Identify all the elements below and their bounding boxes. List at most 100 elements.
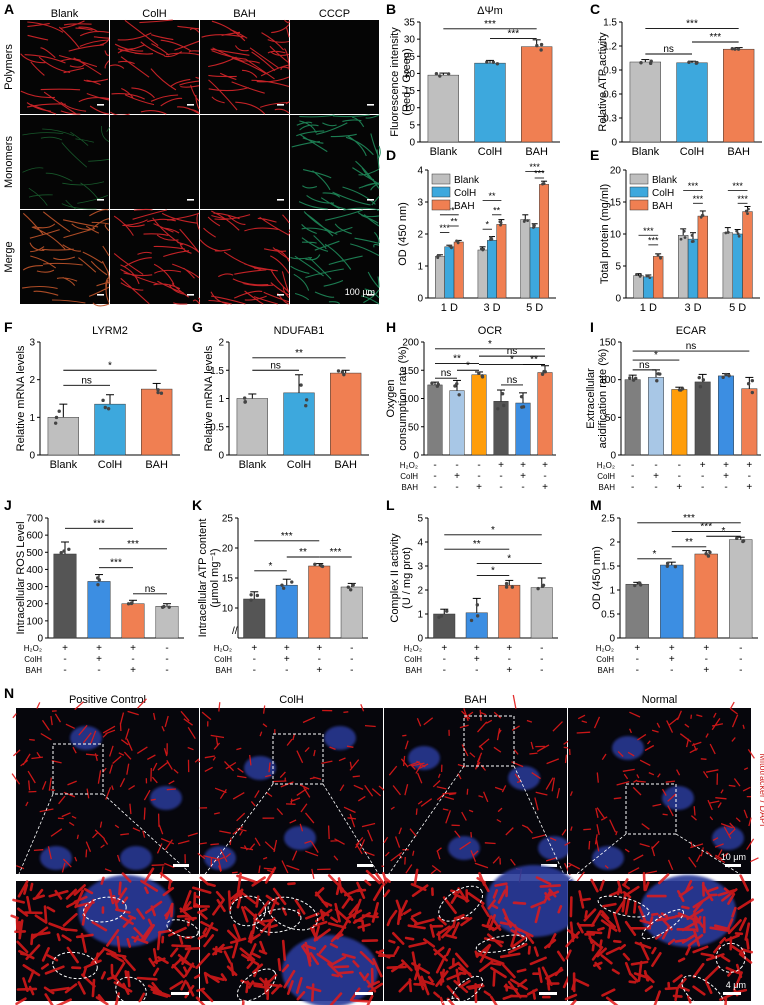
treatment-sign: + — [506, 643, 512, 654]
bar — [671, 389, 688, 456]
mitochondria-zoom — [375, 868, 573, 1005]
sig-label: * — [507, 554, 511, 565]
scale-bar — [171, 992, 189, 995]
bar — [694, 553, 718, 639]
chart-c: C 0 0.3 0.6 0.9 1.2 1.5 Relative ATP activity Bl… — [590, 1, 762, 158]
y-tick-label: 15 — [610, 198, 622, 209]
mitochondria — [11, 698, 205, 879]
data-point — [532, 223, 536, 227]
sig-label: ** — [299, 547, 307, 558]
y-tick-label: 500 — [26, 548, 43, 559]
y-tick-label: 25 — [222, 514, 234, 525]
data-point — [502, 403, 506, 408]
treatment-sign: - — [739, 654, 742, 665]
treatment-sign: - — [670, 665, 673, 676]
bar — [687, 238, 699, 299]
treatment-label: H₂O₂ — [404, 644, 422, 653]
data-point — [59, 551, 63, 555]
data-point — [57, 409, 61, 413]
scale-bar — [357, 864, 373, 867]
data-point — [701, 378, 706, 382]
y-tick-label: 3 — [417, 562, 423, 573]
data-point — [448, 244, 452, 248]
bar — [141, 388, 173, 456]
panel-letter-a: A — [4, 1, 14, 17]
zoom-box — [52, 743, 104, 795]
x-tick-label: ColH — [287, 459, 312, 471]
data-point — [694, 61, 699, 65]
treatment-label: ColH — [24, 655, 42, 664]
bar — [449, 390, 465, 456]
y-axis-label: Complex II activity(U / mg prot) — [389, 533, 413, 623]
data-point — [336, 369, 341, 373]
y-tick-label: 20 — [610, 166, 622, 177]
data-point — [62, 549, 66, 553]
treatment-sign: + — [476, 482, 482, 493]
mito-highlight — [254, 908, 302, 933]
treatment-sign: - — [540, 665, 543, 676]
bar — [718, 375, 734, 456]
scale-bar — [541, 864, 557, 867]
y-tick-label: 0 — [615, 294, 621, 305]
y-tick-label: 15 — [404, 86, 416, 97]
treatment-sign: - — [350, 643, 353, 654]
sig-label: *** — [693, 194, 704, 204]
scale-bar — [367, 199, 374, 201]
mito-highlight — [82, 896, 127, 923]
zoom-line — [15, 793, 54, 882]
treatment-label: ColH — [404, 655, 422, 664]
data-point — [659, 256, 662, 260]
treatment-sign: - — [739, 665, 742, 676]
data-point — [645, 274, 649, 278]
treatment-label: ColH — [597, 472, 615, 481]
mito-highlight — [166, 919, 199, 938]
panel-letter-c: C — [590, 1, 600, 17]
data-point — [531, 226, 535, 229]
bar — [660, 564, 684, 639]
mitochondria — [564, 701, 759, 882]
data-point — [495, 62, 500, 66]
micrograph-tile — [200, 20, 289, 114]
data-point — [539, 42, 544, 47]
y-label-line: (μmol mg⁻¹) — [209, 548, 221, 607]
data-point — [160, 605, 165, 609]
data-point — [697, 375, 701, 380]
col-label-bah: BAH — [464, 694, 487, 706]
panel-letter-d: D — [386, 147, 396, 163]
sig-label: * — [722, 526, 726, 537]
y-tick-label: 1.5 — [601, 562, 615, 573]
data-point — [637, 581, 642, 585]
treatment-sign: - — [455, 482, 458, 493]
sig-label: ** — [295, 348, 303, 359]
data-point — [437, 615, 441, 619]
treatment-sign: - — [318, 654, 321, 665]
x-tick-label: BAH — [145, 459, 168, 471]
bar — [435, 256, 445, 299]
scale-bar — [367, 294, 374, 296]
data-point — [520, 405, 524, 409]
bar — [624, 379, 641, 456]
y-label-line: (Red / Green) — [401, 48, 413, 115]
x-tick-label: Blank — [239, 459, 267, 471]
treatment-sign: - — [285, 665, 288, 676]
treatment-sign: + — [669, 643, 675, 654]
data-point — [746, 212, 749, 216]
y-axis-label: Fluorescence intensity(Red / Green) — [389, 27, 413, 137]
data-point — [519, 394, 524, 399]
data-point — [628, 376, 632, 380]
bar — [539, 184, 549, 299]
zoom-line — [513, 765, 568, 882]
bar — [633, 275, 644, 299]
treatment-sign: + — [130, 665, 136, 676]
bar — [283, 392, 315, 456]
data-point — [490, 237, 494, 241]
mitochondria-zoom — [10, 867, 214, 1005]
y-tick-label: 0 — [413, 451, 419, 462]
treatment-label: BAH — [406, 666, 423, 675]
nucleus — [592, 846, 624, 870]
y-tick-label: 100 — [402, 394, 419, 405]
data-point — [639, 273, 643, 277]
treatment-sign: - — [499, 471, 502, 482]
data-point — [156, 388, 160, 392]
